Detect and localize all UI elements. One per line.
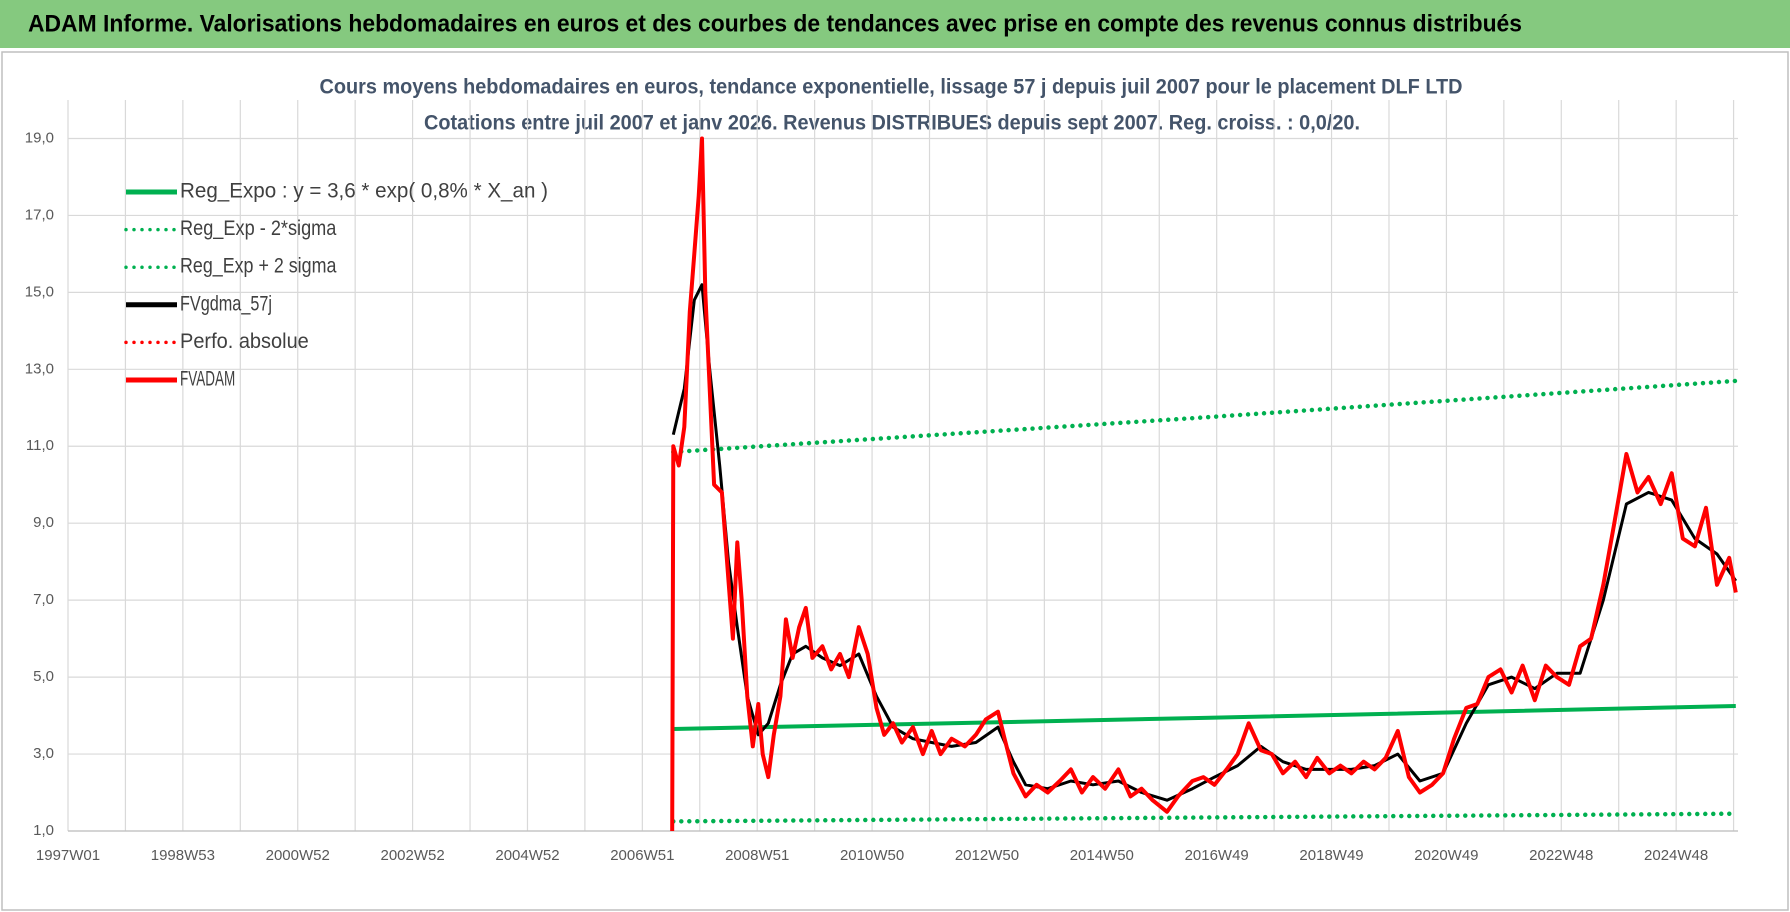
- x-tick-label: 1997W01: [36, 847, 100, 864]
- x-tick-label: 1998W53: [151, 847, 215, 864]
- x-tick-label: 2018W49: [1299, 847, 1363, 864]
- y-tick-label: 5,0: [33, 668, 54, 685]
- x-tick-label: 2020W49: [1414, 847, 1478, 864]
- x-tick-label: 2000W52: [266, 847, 330, 864]
- legend-label: Reg_Exp - 2*sigma: [180, 217, 337, 240]
- x-tick-label: 2012W50: [955, 847, 1019, 864]
- chart-subtitle: Cotations entre juil 2007 et janv 2026. …: [424, 112, 1360, 135]
- legend-label: Reg_Exp + 2 sigma: [180, 255, 337, 278]
- y-tick-label: 3,0: [33, 745, 54, 762]
- series-line: [671, 811, 1738, 824]
- y-tick-label: 9,0: [33, 514, 54, 531]
- x-tick-label: 2006W51: [610, 847, 674, 864]
- legend-label: FVADAM: [180, 368, 235, 391]
- x-tick-label: 2024W48: [1644, 847, 1708, 864]
- x-tick-label: 2014W50: [1070, 847, 1134, 864]
- legend-label: Perfo. absolue: [180, 330, 309, 353]
- x-tick-label: 2010W50: [840, 847, 904, 864]
- x-tick-label: 2008W51: [725, 847, 789, 864]
- chart-title: Cours moyens hebdomadaires en euros, ten…: [320, 76, 1463, 99]
- x-tick-label: 2016W49: [1185, 847, 1249, 864]
- series-line: [671, 283, 1738, 802]
- header-bar: [0, 0, 1790, 48]
- x-tick-label: 2002W52: [380, 847, 444, 864]
- series-line: [670, 136, 1738, 831]
- y-tick-label: 19,0: [25, 129, 54, 146]
- series-line: [671, 378, 1738, 455]
- y-tick-label: 7,0: [33, 591, 54, 608]
- chart-frame: [1, 51, 1789, 911]
- x-tick-label: 2004W52: [495, 847, 559, 864]
- y-tick-label: 13,0: [25, 360, 54, 377]
- y-tick-label: 15,0: [25, 283, 54, 300]
- legend-label: Reg_Expo : y = 3,6 * exp( 0,8% * X_an ): [180, 180, 548, 203]
- series-line: [673, 704, 1736, 731]
- legend-label: FVgdma_57j: [180, 292, 272, 315]
- y-tick-label: 11,0: [26, 437, 54, 454]
- y-tick-label: 17,0: [25, 206, 54, 223]
- x-tick-label: 2022W48: [1529, 847, 1593, 864]
- header-title: ADAM Informe. Valorisations hebdomadaire…: [28, 10, 1522, 37]
- y-tick-label: 1,0: [33, 822, 54, 839]
